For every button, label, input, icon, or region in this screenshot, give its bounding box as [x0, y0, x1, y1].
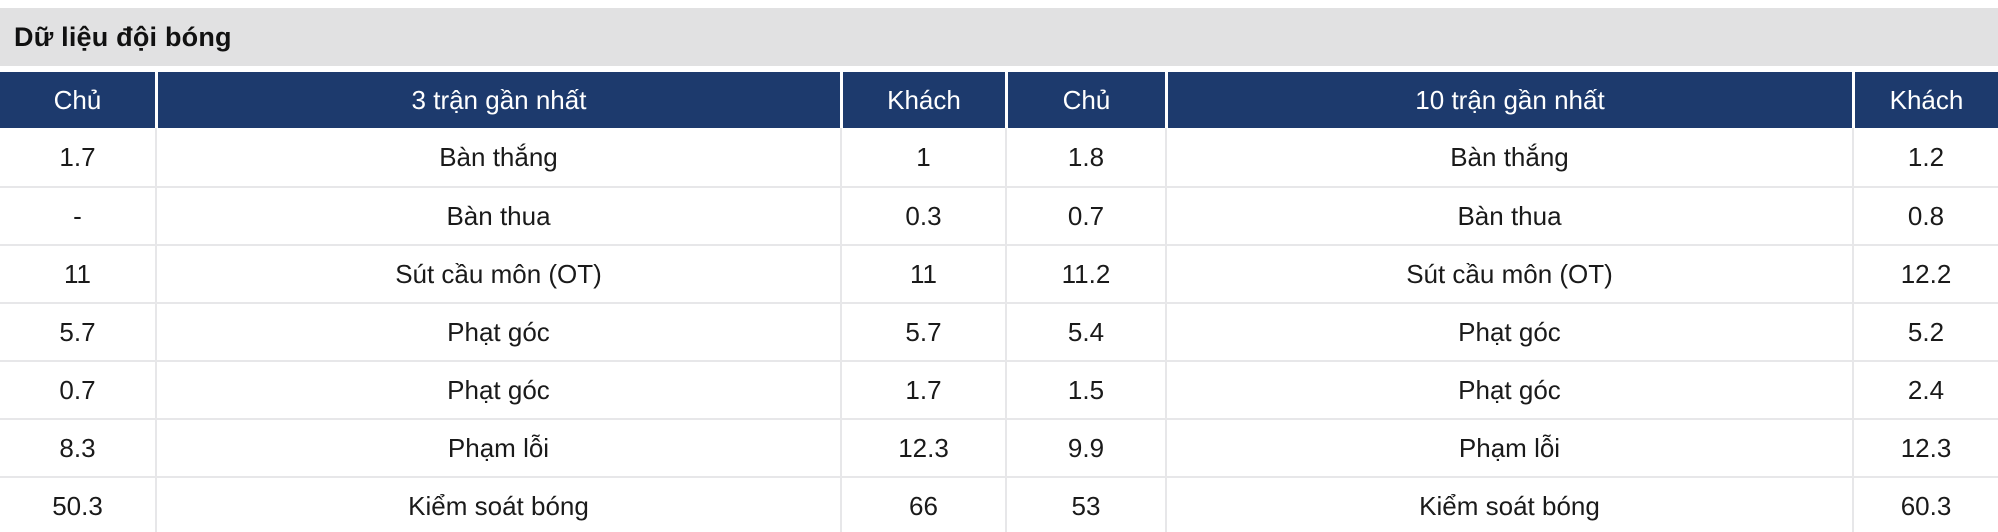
home-10-value: 1.8 [1005, 128, 1165, 186]
stat-label-3: Sút cầu môn (OT) [155, 246, 840, 302]
header-home-3: Chủ [53, 84, 102, 115]
home-10-value: 1.5 [1005, 362, 1165, 418]
table-row: 5.7 Phạt góc 5.7 5.4 Phạt góc 5.2 [0, 302, 1998, 360]
home-3-value: - [73, 200, 82, 231]
away-10-value: 60.3 [1852, 478, 1998, 532]
stat-label-3: Bàn thắng [155, 128, 840, 186]
home-3-value: 0.7 [59, 374, 96, 405]
table-row: 8.3 Phạm lỗi 12.3 9.9 Phạm lỗi 12.3 [0, 418, 1998, 476]
away-10-value: 12.2 [1852, 246, 1998, 302]
away-3-value: 1 [840, 128, 1005, 186]
home-3-value: 11 [64, 258, 91, 289]
page-title: Dữ liệu đội bóng [14, 21, 232, 52]
away-3-value: 1.7 [840, 362, 1005, 418]
home-3-value: 50.3 [52, 490, 103, 521]
header-away-3: Khách [840, 72, 1005, 128]
stat-label-3: Phạt góc [155, 362, 840, 418]
stat-label-10: Sút cầu môn (OT) [1165, 246, 1852, 302]
home-10-value: 53 [1005, 478, 1165, 532]
away-3-value: 5.7 [840, 304, 1005, 360]
home-10-value: 0.7 [1005, 188, 1165, 244]
table-row: - Bàn thua 0.3 0.7 Bàn thua 0.8 [0, 186, 1998, 244]
home-3-value: 1.7 [59, 141, 96, 172]
away-3-value: 11 [840, 246, 1005, 302]
home-10-value: 11.2 [1005, 246, 1165, 302]
away-3-value: 66 [840, 478, 1005, 532]
table-row: 11 Sút cầu môn (OT) 11 11.2 Sút cầu môn … [0, 244, 1998, 302]
stat-label-10: Phạm lỗi [1165, 420, 1852, 476]
away-10-value: 2.4 [1852, 362, 1998, 418]
away-10-value: 5.2 [1852, 304, 1998, 360]
team-stats-table: Chủ 3 trận gần nhất Khách Chủ 10 trận gầ… [0, 72, 1998, 532]
table-row: 50.3 Kiểm soát bóng 66 53 Kiểm soát bóng… [0, 476, 1998, 532]
away-10-value: 0.8 [1852, 188, 1998, 244]
table-row: 1.7 Bàn thắng 1 1.8 Bàn thắng 1.2 [0, 128, 1998, 186]
stat-label-10: Bàn thắng [1165, 128, 1852, 186]
header-last-10-matches: 10 trận gần nhất [1165, 72, 1852, 128]
table-body: 1.7 Bàn thắng 1 1.8 Bàn thắng 1.2 - Bàn … [0, 128, 1998, 532]
away-3-value: 0.3 [840, 188, 1005, 244]
away-10-value: 1.2 [1852, 128, 1998, 186]
stat-label-10: Bàn thua [1165, 188, 1852, 244]
stat-label-3: Phạm lỗi [155, 420, 840, 476]
home-3-value: 5.7 [59, 316, 96, 347]
stat-label-10: Phạt góc [1165, 362, 1852, 418]
section-title-bar: Dữ liệu đội bóng [0, 8, 1998, 66]
stat-label-3: Kiểm soát bóng [155, 478, 840, 532]
table-header-row: Chủ 3 trận gần nhất Khách Chủ 10 trận gầ… [0, 72, 1998, 128]
header-home-10: Chủ [1005, 72, 1165, 128]
stat-label-3: Phạt góc [155, 304, 840, 360]
home-10-value: 9.9 [1005, 420, 1165, 476]
header-away-10: Khách [1852, 72, 1998, 128]
table-row: 0.7 Phạt góc 1.7 1.5 Phạt góc 2.4 [0, 360, 1998, 418]
away-10-value: 12.3 [1852, 420, 1998, 476]
header-last-3-matches: 3 trận gần nhất [155, 72, 840, 128]
stat-label-10: Kiểm soát bóng [1165, 478, 1852, 532]
away-3-value: 12.3 [840, 420, 1005, 476]
home-10-value: 5.4 [1005, 304, 1165, 360]
stat-label-3: Bàn thua [155, 188, 840, 244]
stat-label-10: Phạt góc [1165, 304, 1852, 360]
home-3-value: 8.3 [59, 432, 96, 463]
